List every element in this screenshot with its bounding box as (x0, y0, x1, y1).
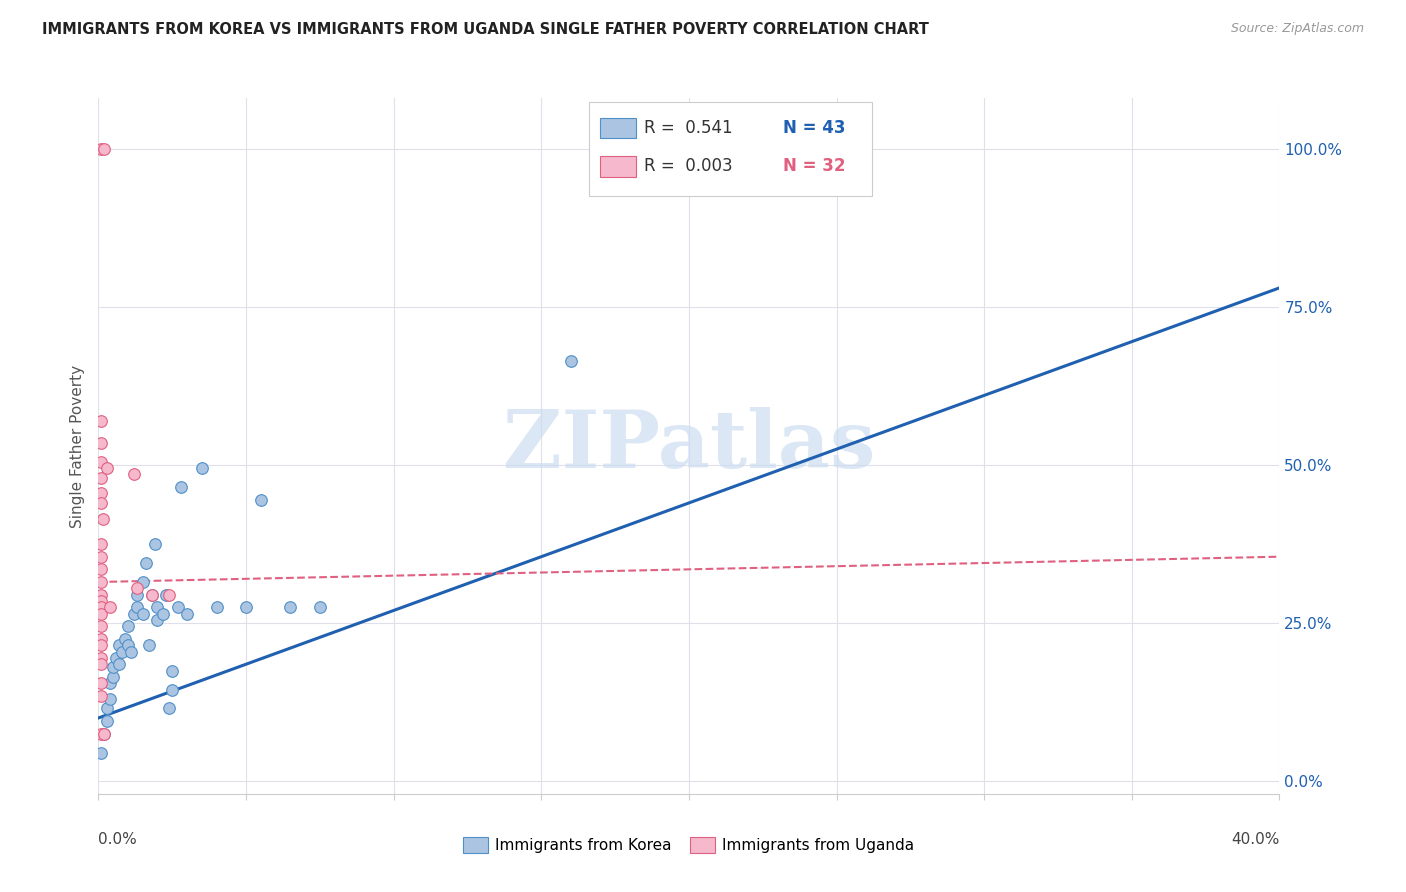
Point (90, 746, 112, 760)
Point (143, 537, 166, 551)
Text: IMMIGRANTS FROM KOREA VS IMMIGRANTS FROM UGANDA SINGLE FATHER POVERTY CORRELATIO: IMMIGRANTS FROM KOREA VS IMMIGRANTS FROM… (42, 22, 929, 37)
Point (167, 600, 190, 615)
Text: N = 32: N = 32 (783, 157, 846, 176)
Point (135, 556, 157, 570)
Point (90, 727, 112, 741)
Point (90, 676, 112, 690)
Y-axis label: Single Father Poverty: Single Father Poverty (70, 365, 86, 527)
Point (90, 600, 112, 615)
Point (157, 588, 180, 602)
Point (117, 619, 139, 633)
Point (176, 607, 198, 621)
Point (90, 486, 112, 500)
Text: R =  0.541: R = 0.541 (644, 119, 733, 137)
Point (141, 588, 163, 602)
Point (90, 562, 112, 576)
Point (132, 574, 155, 589)
Point (90, 414, 112, 428)
Point (108, 657, 131, 672)
Point (120, 644, 142, 658)
Point (91, 512, 114, 526)
Point (90, 588, 112, 602)
Point (125, 600, 148, 615)
Point (103, 670, 125, 684)
Point (90, 594, 112, 608)
Point (152, 607, 174, 621)
Point (96, 714, 118, 728)
Point (737, 138, 759, 153)
Point (157, 701, 180, 715)
Text: 40.0%: 40.0% (1232, 832, 1279, 847)
Text: 0.0%: 0.0% (98, 832, 138, 847)
Point (98, 676, 121, 690)
Point (170, 480, 193, 494)
Point (90, 549, 112, 564)
Point (162, 664, 183, 678)
Point (90, 619, 112, 633)
Point (108, 638, 131, 652)
Point (90, 455, 112, 469)
Text: R =  0.003: R = 0.003 (644, 157, 733, 176)
Point (122, 467, 145, 482)
Point (141, 588, 163, 602)
Point (90, 638, 112, 652)
Point (111, 644, 134, 658)
FancyBboxPatch shape (589, 102, 872, 195)
FancyBboxPatch shape (600, 118, 636, 138)
Point (155, 588, 177, 602)
Point (90, 689, 112, 703)
Point (98, 600, 121, 615)
Point (90, 632, 112, 646)
Point (117, 638, 139, 652)
Point (146, 613, 169, 627)
Point (93, 727, 115, 741)
Point (162, 682, 183, 697)
Point (105, 651, 128, 665)
Point (90, 470, 112, 484)
Point (235, 600, 257, 615)
Point (93, 727, 115, 741)
Point (90, 607, 112, 621)
Point (138, 638, 160, 652)
Point (309, 600, 332, 615)
Point (90, 651, 112, 665)
Point (114, 632, 136, 646)
Point (250, 492, 273, 507)
Text: N = 43: N = 43 (783, 119, 846, 137)
Point (560, 353, 582, 368)
Point (125, 582, 148, 596)
Point (90, 496, 112, 510)
Point (90, 537, 112, 551)
Point (90, 657, 112, 672)
Point (205, 600, 228, 615)
Point (96, 461, 118, 475)
Point (125, 588, 148, 602)
Point (98, 692, 121, 706)
Point (280, 600, 302, 615)
FancyBboxPatch shape (600, 156, 636, 177)
Point (122, 607, 145, 621)
Point (90, 142, 112, 156)
Text: Source: ZipAtlas.com: Source: ZipAtlas.com (1230, 22, 1364, 36)
Point (90, 574, 112, 589)
Point (93, 142, 115, 156)
Point (103, 660, 125, 674)
Point (146, 600, 169, 615)
Point (191, 461, 214, 475)
Text: ZIPatlas: ZIPatlas (503, 407, 875, 485)
Point (96, 701, 118, 715)
Point (132, 607, 155, 621)
Point (90, 435, 112, 450)
Legend: Immigrants from Korea, Immigrants from Uganda: Immigrants from Korea, Immigrants from U… (457, 830, 921, 859)
